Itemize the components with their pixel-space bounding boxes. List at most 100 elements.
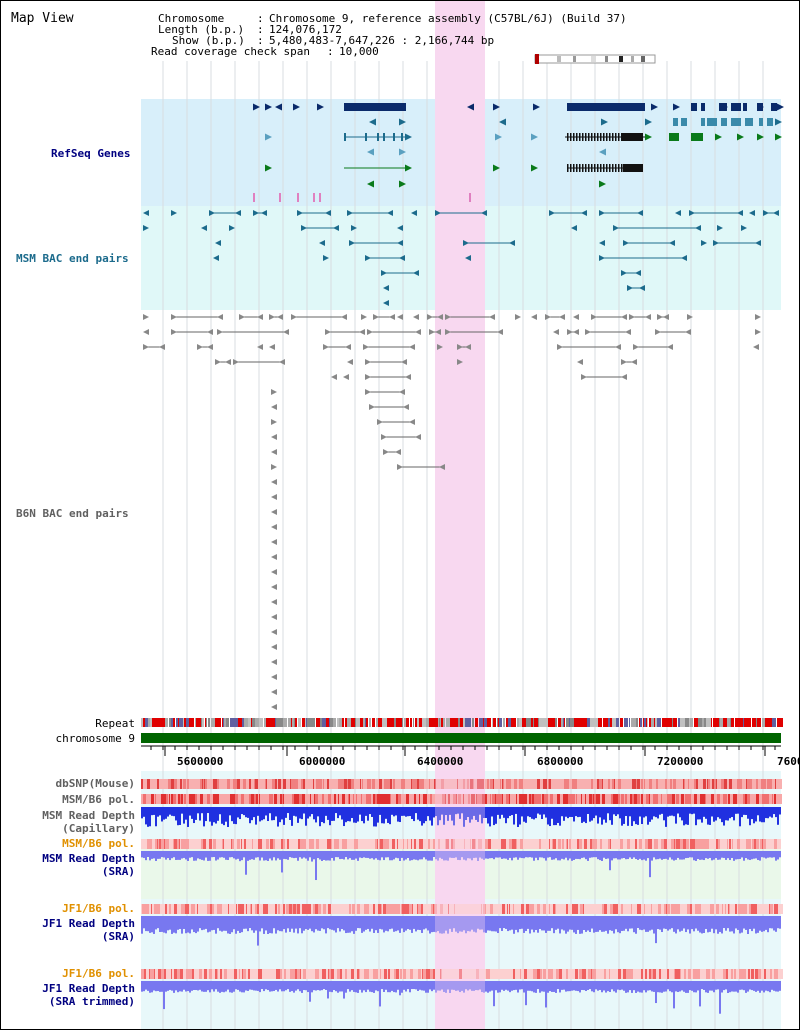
jf1-depth-sra-bar	[573, 916, 575, 933]
track-label-dbsnp[interactable]: dbSNP(Mouse)	[55, 777, 135, 790]
jf1-depth-trimmed-bar	[367, 981, 369, 990]
track-label-b6n-bac[interactable]: B6N BAC end pairs	[16, 507, 129, 520]
jf1-depth-sra-bar	[211, 916, 213, 931]
jf1-depth-trimmed-bar	[213, 981, 215, 992]
jf1-b6-pol-cell	[169, 904, 171, 914]
msm-b6-pol-cell	[529, 794, 531, 804]
msm-depth-capillary-bar	[231, 807, 233, 822]
msm-b6-pol-cell	[526, 839, 529, 849]
track-label-msm-b6-pol-2[interactable]: MSM/B6 pol.	[62, 837, 135, 850]
repeat-element	[275, 718, 276, 727]
repeat-element	[215, 718, 217, 727]
msm-b6-pol-cell	[273, 839, 274, 849]
dbsnp-cell	[254, 779, 255, 789]
msm-depth-capillary-bar	[313, 807, 315, 820]
track-label-jf1-depth-sra[interactable]: JF1 Read Depth	[42, 917, 135, 930]
bac-end-arrow	[445, 314, 451, 320]
repeat-element	[157, 718, 161, 727]
track-label-jf1-b6-pol-1[interactable]: JF1/B6 pol.	[62, 902, 135, 915]
jf1-depth-trimmed-bar	[659, 981, 661, 993]
track-label-jf1-b6-pol-2[interactable]: JF1/B6 pol.	[62, 967, 135, 980]
jf1-depth-trimmed-bar	[333, 981, 335, 991]
msm-b6-pol-cell	[405, 794, 406, 804]
msm-depth-sra-bar	[385, 851, 387, 858]
jf1-b6-pol-cell	[265, 904, 268, 914]
jf1-b6-pol-cell	[222, 969, 224, 979]
repeat-element	[143, 718, 144, 727]
jf1-b6-pol-cell	[513, 904, 514, 914]
msm-depth-sra-bar	[167, 851, 169, 859]
msm-depth-capillary-bar	[445, 807, 447, 816]
track-label-msm-b6-pol-1[interactable]: MSM/B6 pol.	[62, 793, 135, 806]
msm-depth-sra-bar	[747, 851, 749, 860]
jf1-b6-pol-cell	[747, 904, 748, 914]
jf1-depth-trimmed-bar	[613, 981, 615, 992]
msm-depth-sra-bar	[175, 851, 177, 860]
msm-depth-sra-bar	[149, 851, 151, 861]
msm-b6-pol-cell	[475, 839, 476, 849]
jf1-b6-pol-cell	[537, 969, 540, 979]
msm-depth-capillary-bar	[273, 807, 275, 821]
jf1-depth-trimmed-bar	[177, 981, 179, 993]
jf1-b6-pol-cell	[364, 969, 366, 979]
msm-b6-pol-cell	[327, 839, 329, 849]
repeat-element	[680, 718, 684, 727]
msm-b6-pol-cell	[275, 839, 278, 849]
msm-b6-pol-cell	[351, 839, 354, 849]
jf1-depth-sra-bar	[663, 916, 665, 929]
jf1-depth-trimmed-bar	[555, 981, 557, 993]
msm-depth-capillary-bar	[285, 807, 287, 818]
jf1-depth-sra-bar	[451, 916, 453, 932]
msm-b6-pol-cell	[748, 839, 751, 849]
repeat-element	[487, 718, 491, 727]
jf1-depth-sra-bar	[595, 916, 597, 932]
dbsnp-cell	[618, 779, 620, 789]
dbsnp-cell	[182, 779, 183, 789]
dbsnp-cell	[403, 779, 404, 789]
msm-b6-pol-cell	[623, 839, 625, 849]
jf1-b6-pol-cell	[451, 969, 452, 979]
track-label-msm-bac[interactable]: MSM BAC end pairs	[16, 252, 129, 265]
jf1-b6-pol-cell	[300, 969, 301, 979]
msm-depth-sra-bar	[259, 851, 261, 861]
jf1-depth-trimmed-bar	[167, 981, 169, 991]
track-label-msm-depth-capillary[interactable]: MSM Read Depth	[42, 809, 135, 822]
jf1-depth-sra-bar	[779, 916, 781, 929]
jf1-depth-sra-bar	[155, 916, 157, 930]
msm-depth-capillary-bar	[323, 807, 325, 824]
jf1-b6-pol-cell	[738, 904, 741, 914]
dbsnp-cell	[572, 779, 574, 789]
jf1-b6-pol-cell	[609, 969, 610, 979]
jf1-depth-trimmed-bar	[723, 981, 725, 991]
msm-depth-sra-bar	[705, 851, 707, 859]
bac-end-arrow	[159, 344, 165, 350]
jf1-depth-trimmed-bar	[491, 981, 493, 991]
dbsnp-cell	[301, 779, 303, 789]
snp-tick	[297, 193, 299, 202]
msm-depth-sra-bar	[641, 851, 643, 861]
jf1-depth-sra-bar	[167, 916, 169, 931]
jf1-b6-pol-cell	[591, 969, 592, 979]
jf1-depth-sra-bar	[151, 916, 153, 933]
track-label-jf1-trimmed[interactable]: JF1 Read Depth	[42, 982, 135, 995]
msm-depth-capillary-bar	[397, 807, 399, 822]
gene-exon	[383, 133, 385, 141]
msm-depth-sra-bar	[571, 851, 573, 861]
track-label-refseq[interactable]: RefSeq Genes	[51, 147, 131, 160]
jf1-depth-trimmed-bar	[547, 981, 549, 993]
jf1-b6-pol-cell	[657, 969, 659, 979]
jf1-b6-pol-cell	[198, 904, 199, 914]
msm-depth-sra-bar	[767, 851, 769, 858]
msm-b6-pol-cell	[348, 794, 349, 804]
jf1-b6-pol-cell	[661, 969, 664, 979]
msm-depth-sra-bar	[443, 851, 445, 861]
jf1-b6-pol-cell	[748, 969, 750, 979]
jf1-depth-trimmed-bar	[171, 981, 173, 991]
jf1-b6-pol-cell	[390, 904, 393, 914]
track-label-msm-depth-sra[interactable]: MSM Read Depth	[42, 852, 135, 865]
jf1-depth-trimmed-bar	[665, 981, 667, 992]
jf1-b6-pol-cell	[425, 904, 428, 914]
msm-b6-pol-cell	[261, 839, 262, 849]
coverage-label: Read coverage check span	[151, 45, 310, 58]
